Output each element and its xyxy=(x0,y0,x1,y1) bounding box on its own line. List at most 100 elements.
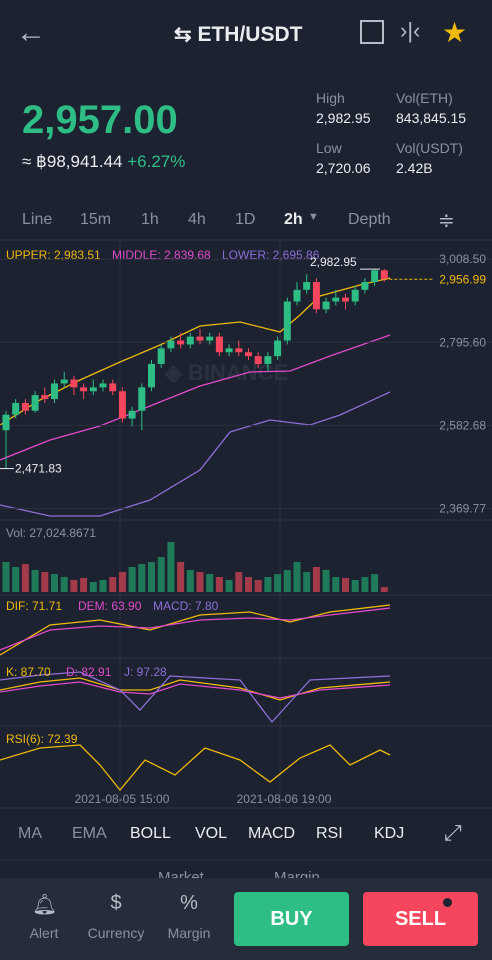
candle-body xyxy=(12,402,20,415)
interval-tab[interactable]: 4h xyxy=(188,211,206,228)
sell-dot xyxy=(443,898,452,907)
dropdown-caret: ▼ xyxy=(308,211,319,223)
settings-icon[interactable]: ≑ xyxy=(438,210,455,232)
volume-bar xyxy=(215,577,223,592)
last-price-label: 2,956.99 xyxy=(439,272,486,286)
nav-label[interactable]: Margin xyxy=(167,925,211,941)
sell-button[interactable]: SELL xyxy=(363,892,478,946)
nav-label[interactable]: Currency xyxy=(87,925,145,941)
candle-body xyxy=(245,352,252,357)
stat-value: 2,720.06 xyxy=(316,160,371,176)
candle-body xyxy=(361,282,369,290)
volume-bar xyxy=(235,572,243,592)
open-icon[interactable] xyxy=(360,20,384,44)
back-button[interactable]: ← xyxy=(16,16,46,49)
stat-value: 843,845.15 xyxy=(396,110,467,126)
volume-bar xyxy=(264,577,272,592)
indicator-tab[interactable]: MA xyxy=(18,825,42,842)
candle-body xyxy=(89,387,97,392)
legend-text: DIF: 71.71 xyxy=(6,599,62,613)
bollinger-lines xyxy=(0,277,391,517)
candle-body xyxy=(274,340,282,357)
volume-bar xyxy=(206,574,214,592)
indicator-tab[interactable]: KDJ xyxy=(374,825,405,842)
candle-body xyxy=(371,270,379,283)
candle-body xyxy=(225,348,233,353)
indicator-tab[interactable]: VOL xyxy=(195,825,228,842)
volume-bar xyxy=(128,567,136,592)
volume-bar xyxy=(342,577,349,592)
volume-bar xyxy=(148,562,155,592)
indicator-tab[interactable]: MACD xyxy=(248,825,296,842)
nav-icon[interactable]: % xyxy=(180,892,198,914)
interval-tab[interactable]: Depth xyxy=(348,211,391,228)
candle-body xyxy=(118,391,126,419)
candle-body xyxy=(303,282,311,290)
volume-bar xyxy=(293,562,301,592)
candle-body xyxy=(31,395,39,411)
candle-body xyxy=(186,336,194,345)
nav-icon[interactable]: 🔔︎ xyxy=(32,894,58,916)
candle-body xyxy=(109,383,117,392)
interval-tab[interactable]: 15m xyxy=(80,211,112,228)
nav-icon[interactable]: $ xyxy=(110,892,122,914)
buy-button[interactable]: BUY xyxy=(234,892,349,946)
candle-body xyxy=(167,340,175,349)
volume-bar xyxy=(177,562,185,592)
volume-bar xyxy=(312,567,320,592)
candle-body xyxy=(312,282,320,310)
last-price: 2,957.00 xyxy=(22,98,178,142)
volume-bar xyxy=(274,574,282,592)
volume-bar xyxy=(332,577,340,592)
stat-value: 2.42B xyxy=(396,160,433,176)
rsi-legend: RSI(6): 72.39 xyxy=(6,732,78,746)
volume-bar xyxy=(254,579,262,592)
change: +6.27% xyxy=(127,152,186,171)
candle-body xyxy=(80,387,88,392)
candle-body xyxy=(235,348,243,353)
y-tick-label: 3,008.50 xyxy=(439,252,486,266)
favorite-icon[interactable]: ★ xyxy=(442,17,468,48)
volume-bar xyxy=(138,564,146,592)
volume-bar xyxy=(2,562,10,592)
y-tick-label: 2,795.60 xyxy=(439,335,486,349)
volume-bar xyxy=(12,567,20,592)
volume-bar xyxy=(380,586,388,592)
volume-bar xyxy=(351,579,359,592)
volume-bar xyxy=(196,572,204,592)
interval-tab[interactable]: Line xyxy=(22,211,53,228)
stat-label: High xyxy=(316,90,345,106)
indicator-tab[interactable]: RSI xyxy=(316,825,343,842)
volume-bar xyxy=(361,577,369,592)
candle-body xyxy=(322,301,330,310)
compare-icon[interactable]: ›|‹ xyxy=(400,18,421,43)
indicator-tab[interactable]: BOLL xyxy=(130,825,171,842)
volume-bar xyxy=(283,569,291,592)
legend-text: MIDDLE: 2,839.68 xyxy=(112,248,211,262)
volume-bar xyxy=(245,577,252,592)
pair-title[interactable]: ⇆ ETH/USDT xyxy=(174,23,303,46)
volume-bar xyxy=(89,582,97,592)
volume-legend: Vol: 27,024.8671 xyxy=(6,526,96,540)
interval-tab[interactable]: 1h xyxy=(141,211,159,228)
candle-body xyxy=(99,383,107,388)
candle-body xyxy=(60,379,68,384)
indicator-tab[interactable]: EMA xyxy=(72,825,107,842)
nav-label[interactable]: Alert xyxy=(29,925,59,941)
high-label: 2,982.95 xyxy=(310,255,357,269)
candle-body xyxy=(177,340,185,345)
interval-tab[interactable]: 2h xyxy=(284,211,303,228)
candle-body xyxy=(380,270,388,280)
volume-bar xyxy=(60,577,68,592)
kdj-lines xyxy=(0,671,391,724)
interval-tab[interactable]: 1D xyxy=(235,211,256,228)
volume-bar xyxy=(51,574,58,592)
candle-body xyxy=(70,379,78,388)
volume-bar xyxy=(303,572,311,592)
legend-text: LOWER: 2,695.86 xyxy=(222,248,320,262)
candle-body xyxy=(128,410,136,419)
volume-bar xyxy=(70,579,78,592)
fullscreen-icon[interactable]: ⤢ xyxy=(444,820,462,845)
candle-body xyxy=(21,402,29,411)
